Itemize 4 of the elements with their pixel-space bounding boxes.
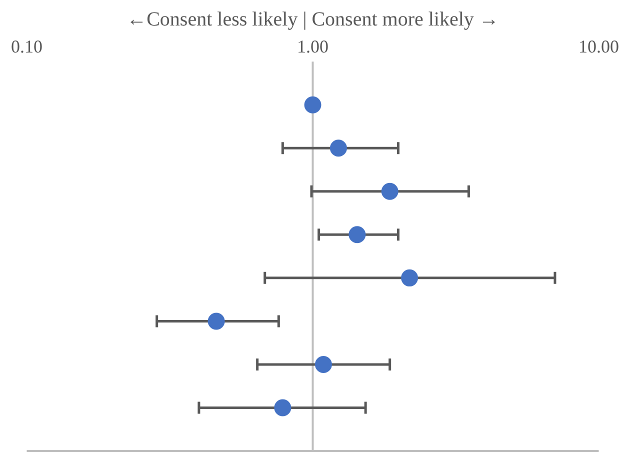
- x-tick-label: 1.00: [297, 36, 328, 57]
- x-tick-label: 0.10: [11, 36, 42, 57]
- x-tick-label: 10.00: [578, 36, 619, 57]
- x-axis-title: ←Consent less likely | Consent more likely →: [126, 8, 499, 30]
